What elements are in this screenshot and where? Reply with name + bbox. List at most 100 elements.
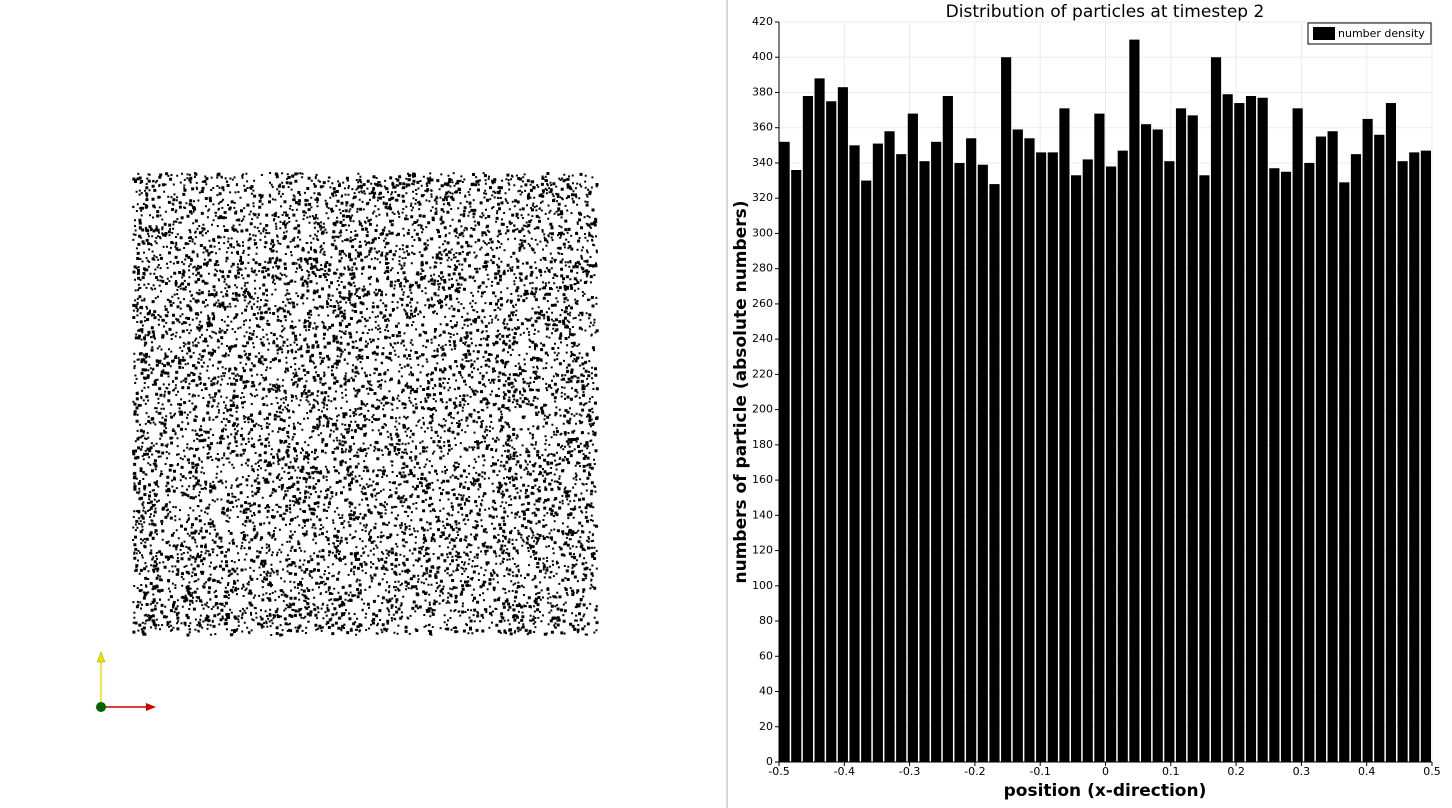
bar <box>1106 166 1117 762</box>
bar <box>1420 150 1431 763</box>
bar <box>1339 182 1350 763</box>
y-tick-label: 40 <box>759 685 773 698</box>
bar <box>989 184 1000 763</box>
x-tick-label: -0.3 <box>899 765 920 778</box>
legend-box <box>1307 22 1432 45</box>
x-tick-label: -0.1 <box>1029 765 1050 778</box>
legend-label: number density <box>1338 27 1425 40</box>
bar <box>1327 131 1338 762</box>
bar <box>884 131 895 762</box>
bar <box>1036 152 1047 762</box>
bar <box>1280 171 1292 762</box>
bar <box>1199 175 1210 763</box>
bar <box>1362 118 1373 762</box>
bar <box>779 141 790 763</box>
bar <box>1059 108 1070 763</box>
bar <box>1094 113 1105 763</box>
x-tick-label: -0.2 <box>964 765 985 778</box>
y-tick-label: 280 <box>752 262 773 275</box>
y-tick-label: 60 <box>759 649 773 662</box>
axes-triad <box>96 651 156 712</box>
x-tick-label: -0.5 <box>768 765 789 778</box>
particle-view <box>132 172 599 637</box>
bar <box>1269 168 1280 762</box>
y-tick-label: 160 <box>752 473 773 486</box>
bar <box>1257 97 1268 762</box>
y-tick-label: 400 <box>752 50 773 63</box>
x-tick-label: 0.3 <box>1293 765 1311 778</box>
y-tick-label: 140 <box>752 508 773 521</box>
bar <box>1409 152 1420 762</box>
bar <box>1175 108 1187 763</box>
x-axis-label: position (x-direction) <box>1004 781 1207 801</box>
bar <box>1082 159 1093 762</box>
bar <box>919 161 930 762</box>
bar <box>1070 175 1082 763</box>
bar <box>1304 162 1315 762</box>
bar <box>1350 154 1362 763</box>
y-tick-label: 200 <box>752 403 773 416</box>
bar <box>1129 39 1140 763</box>
y-tick-label: 240 <box>752 332 773 345</box>
x-tick-label: 0.2 <box>1227 765 1245 778</box>
y-tick-label: 420 <box>752 15 773 28</box>
bar <box>977 164 988 762</box>
x-tick-label: 0 <box>1102 765 1109 778</box>
y-tick-label: 380 <box>752 85 773 98</box>
x-arrow-head <box>146 703 156 711</box>
bar <box>1141 124 1152 762</box>
bar <box>1024 138 1035 763</box>
bar <box>837 87 848 762</box>
bar <box>1385 103 1396 763</box>
bar <box>1397 161 1408 762</box>
x-tick-label: 0.5 <box>1423 765 1441 778</box>
bar <box>1117 150 1128 763</box>
x-tick-label: -0.4 <box>834 765 855 778</box>
x-tick-label: 0.4 <box>1358 765 1376 778</box>
bar <box>802 96 814 762</box>
bar <box>1164 161 1175 762</box>
bar <box>896 154 907 763</box>
bar <box>1292 108 1303 763</box>
bar <box>942 96 953 762</box>
bar <box>1315 136 1327 762</box>
bar <box>791 170 802 762</box>
bar <box>966 138 977 763</box>
bar <box>861 180 872 763</box>
chart: Distribution of particles at timestep 2 … <box>731 2 1441 801</box>
chart-title: Distribution of particles at timestep 2 <box>946 2 1265 22</box>
y-tick-label: 0 <box>766 755 773 768</box>
z-axis-dot <box>96 702 106 712</box>
y-tick-label: 220 <box>752 367 773 380</box>
bar <box>1047 152 1058 762</box>
bar <box>907 113 918 763</box>
bar <box>826 101 837 763</box>
bar <box>814 78 825 762</box>
y-tick-label: 180 <box>752 438 773 451</box>
bar <box>1187 115 1198 762</box>
y-tick-label: 340 <box>752 156 773 169</box>
bar <box>1234 103 1245 763</box>
y-tick-label: 20 <box>759 720 773 733</box>
bar <box>931 141 942 763</box>
bar <box>1012 129 1023 762</box>
bar <box>1210 57 1222 762</box>
y-tick-label: 360 <box>752 121 773 134</box>
bar <box>849 145 860 763</box>
bar <box>1152 129 1163 762</box>
y-tick-label: 120 <box>752 544 773 557</box>
y-tick-label: 100 <box>752 579 773 592</box>
y-axis-label: numbers of particle (absolute numbers) <box>731 201 751 584</box>
y-tick-label: 300 <box>752 226 773 239</box>
y-arrow-head <box>96 651 106 663</box>
bar <box>1245 96 1257 762</box>
bar <box>872 143 883 763</box>
x-tick-label: 0.1 <box>1162 765 1180 778</box>
bar <box>1222 94 1233 762</box>
legend-swatch <box>1313 27 1335 40</box>
y-tick-label: 80 <box>759 614 773 627</box>
particles <box>132 172 599 637</box>
bar <box>1374 134 1385 762</box>
y-tick-label: 260 <box>752 297 773 310</box>
